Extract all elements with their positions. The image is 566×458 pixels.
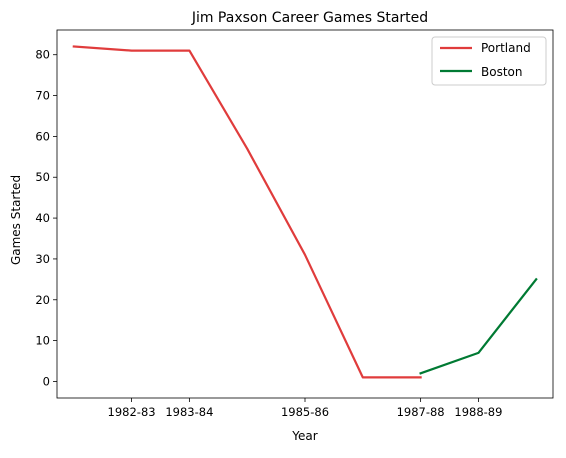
y-tick-label: 80 xyxy=(35,48,50,62)
plot-frame xyxy=(56,29,554,399)
y-tick-label: 70 xyxy=(35,89,50,103)
y-axis-ticks: 0 10 20 30 40 50 60 70 80 xyxy=(35,48,57,388)
y-tick-label: 30 xyxy=(35,252,50,266)
legend: Portland Boston xyxy=(431,36,547,86)
series-line-boston xyxy=(419,277,538,375)
chart-title: Jim Paxson Career Games Started xyxy=(191,10,428,26)
series-lines xyxy=(72,45,538,379)
legend-label-boston: Boston xyxy=(481,65,522,79)
x-tick-label: 1982-83 xyxy=(108,405,156,419)
y-axis-label: Games Started xyxy=(9,175,23,265)
x-tick-label: 1988-89 xyxy=(454,405,502,419)
y-tick-label: 50 xyxy=(35,170,50,184)
x-tick-label: 1983-84 xyxy=(165,405,213,419)
y-tick-label: 0 xyxy=(43,374,50,388)
y-tick-label: 40 xyxy=(35,211,50,225)
legend-label-portland: Portland xyxy=(481,41,531,55)
series-line-portland xyxy=(72,45,422,379)
y-tick-label: 60 xyxy=(35,129,50,143)
x-axis-ticks: 1982-83 1983-84 1985-86 1987-88 1988-89 xyxy=(108,398,502,419)
x-axis-label: Year xyxy=(291,429,317,443)
x-tick-label: 1985-86 xyxy=(281,405,329,419)
x-tick-label: 1987-88 xyxy=(397,405,445,419)
y-tick-label: 20 xyxy=(35,293,50,307)
y-tick-label: 10 xyxy=(35,334,50,348)
